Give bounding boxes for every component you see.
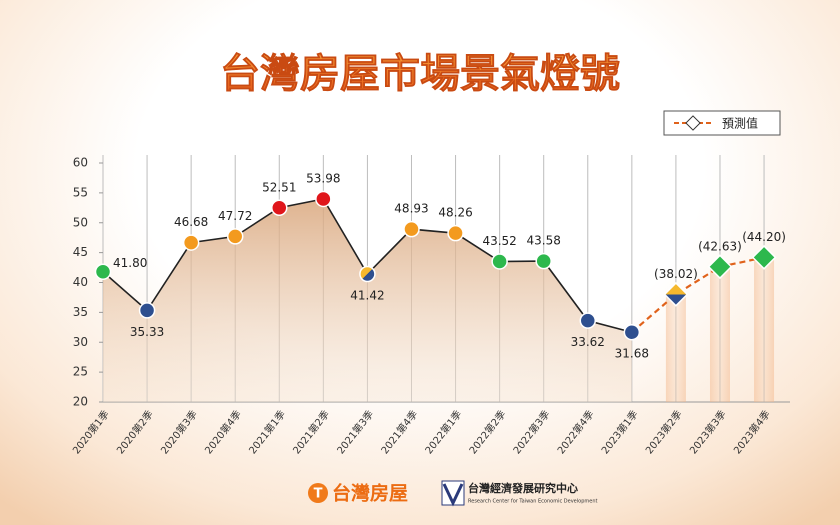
brand-name: 台灣房屋 bbox=[332, 482, 408, 505]
forecast-marker bbox=[663, 281, 689, 307]
x-tick-label: 2022第3季 bbox=[510, 408, 552, 457]
marker bbox=[491, 253, 508, 270]
value-label: 41.80 bbox=[113, 256, 147, 270]
marker bbox=[447, 224, 464, 242]
forecast-line bbox=[631, 256, 765, 334]
x-tick-label: 2021第4季 bbox=[378, 408, 420, 457]
institute-name-en: Research Center for Taiwan Economic Deve… bbox=[468, 499, 597, 505]
value-label: 35.33 bbox=[130, 325, 164, 339]
y-tick-label: 40 bbox=[73, 275, 88, 289]
value-label: 52.51 bbox=[262, 180, 296, 194]
marker bbox=[138, 302, 156, 319]
value-label: 31.68 bbox=[615, 347, 649, 361]
forecast-bar bbox=[754, 257, 775, 402]
brand-logo bbox=[308, 483, 328, 503]
marker bbox=[535, 252, 552, 270]
x-tick-label: 2023第2季 bbox=[642, 408, 684, 457]
marker bbox=[94, 263, 112, 280]
x-tick-label: 2020第3季 bbox=[158, 408, 200, 457]
x-tick-label: 2020第1季 bbox=[70, 408, 112, 457]
value-label: 43.58 bbox=[527, 234, 561, 248]
marker bbox=[579, 312, 597, 329]
marker bbox=[271, 199, 288, 217]
value-label: 33.62 bbox=[571, 335, 605, 349]
forecast-bar bbox=[665, 294, 686, 402]
marker bbox=[359, 265, 376, 283]
x-tick-label: 2022第1季 bbox=[422, 408, 464, 457]
value-label: 48.93 bbox=[394, 202, 428, 216]
legend-label: 預測值 bbox=[722, 116, 758, 131]
value-label: 53.98 bbox=[306, 171, 340, 185]
y-tick-label: 60 bbox=[73, 156, 88, 170]
y-tick-label: 25 bbox=[73, 365, 88, 379]
value-label: (44.20) bbox=[742, 230, 786, 244]
institute-name: 台灣經濟發展研究中心 bbox=[468, 481, 578, 495]
footer: T 台灣房屋 台灣經濟發展研究中心 Research Center for Ta… bbox=[308, 480, 597, 507]
legend: 預測值 bbox=[663, 110, 781, 136]
value-label: 41.42 bbox=[350, 289, 384, 303]
chart-title: 台灣房屋市場景氣燈號 bbox=[220, 51, 620, 97]
marker bbox=[315, 190, 332, 208]
y-tick-label: 20 bbox=[73, 395, 88, 409]
x-tick-label: 2022第2季 bbox=[466, 408, 508, 457]
x-tick-label: 2022第4季 bbox=[554, 408, 596, 457]
x-tick-label: 2023第3季 bbox=[687, 408, 729, 457]
value-label: (38.02) bbox=[654, 267, 698, 281]
x-tick-label: 2021第1季 bbox=[246, 408, 288, 457]
brand-logo-mark: T bbox=[314, 487, 323, 502]
forecast-marker bbox=[751, 245, 777, 270]
value-label: 43.52 bbox=[482, 234, 516, 248]
value-label: (42.63) bbox=[698, 239, 742, 253]
y-tick-label: 50 bbox=[73, 215, 88, 229]
x-tick-label: 2021第3季 bbox=[334, 408, 376, 457]
plot: 2020第1季 2020第2季 2020第3季 2020第4季 2021第1季 2021第… bbox=[70, 155, 790, 457]
y-tick-label: 55 bbox=[73, 185, 88, 199]
marker bbox=[226, 228, 244, 245]
marker bbox=[182, 234, 200, 251]
forecast-marker bbox=[707, 254, 733, 280]
value-label: 46.68 bbox=[174, 215, 208, 229]
x-tick-label: 2023第1季 bbox=[598, 408, 640, 457]
marker bbox=[403, 220, 420, 238]
marker bbox=[623, 323, 641, 341]
value-label: 47.72 bbox=[218, 209, 252, 223]
y-tick-label: 30 bbox=[73, 335, 88, 349]
x-tick-label: 2020第2季 bbox=[114, 408, 156, 457]
area bbox=[103, 198, 632, 402]
y-tick-label: 45 bbox=[73, 245, 88, 259]
x-tick-label: 2021第2季 bbox=[290, 408, 332, 457]
forecast-bar bbox=[709, 266, 730, 402]
institute-logo-mark bbox=[442, 483, 464, 507]
x-tick-label: 2020第4季 bbox=[202, 408, 244, 457]
legend-marker bbox=[685, 115, 701, 131]
y-tick-label: 35 bbox=[73, 305, 88, 319]
x-tick-label: 2023第4季 bbox=[731, 408, 773, 457]
value-label: 48.26 bbox=[438, 206, 472, 220]
